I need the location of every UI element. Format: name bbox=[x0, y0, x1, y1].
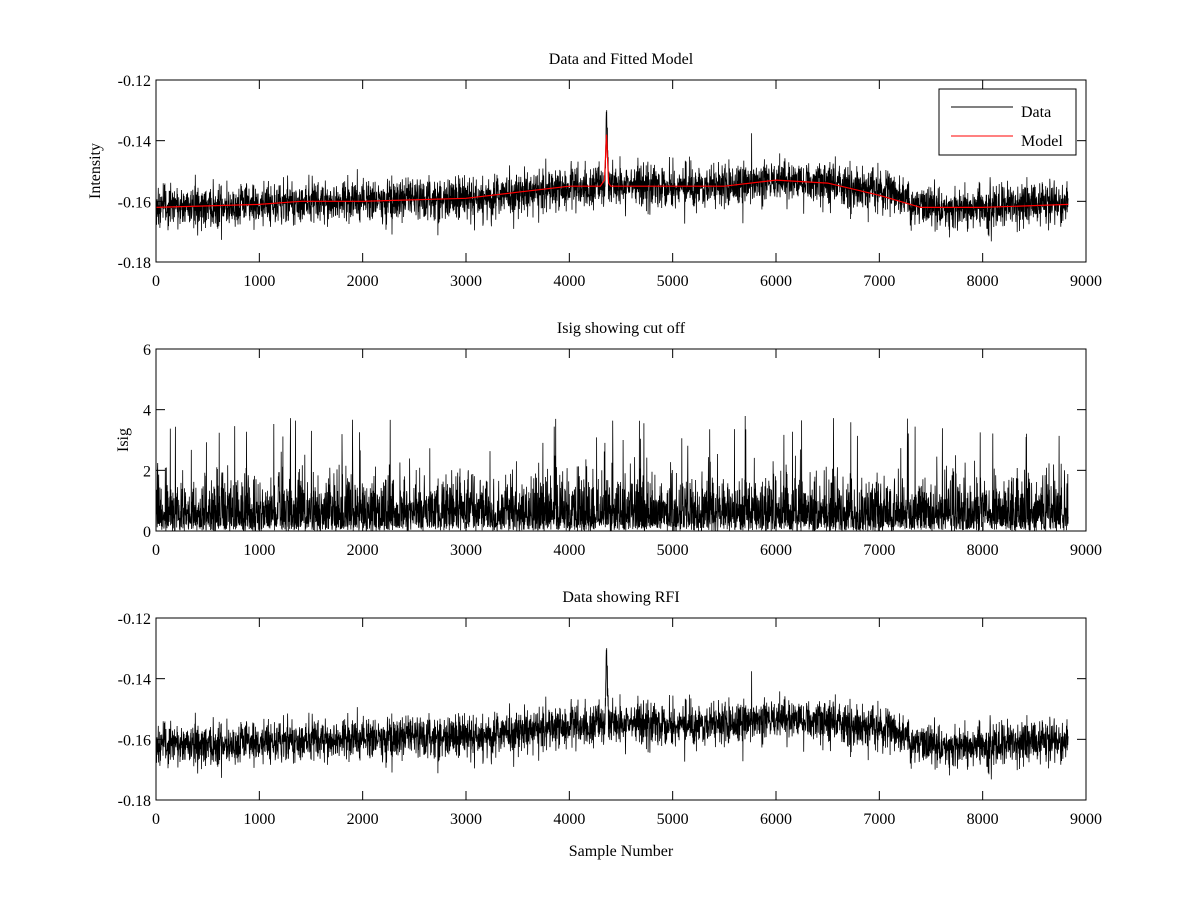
x-tick-label: 5000 bbox=[657, 542, 689, 559]
x-tick-label: 8000 bbox=[967, 811, 999, 828]
x-tick-label: 2000 bbox=[347, 811, 379, 828]
x-tick-label: 5000 bbox=[657, 273, 689, 290]
x-tick-label: 2000 bbox=[347, 273, 379, 290]
x-tick-label: 1000 bbox=[243, 273, 275, 290]
y-tick-label: 0 bbox=[143, 524, 151, 541]
series-line-isig bbox=[155, 415, 1069, 532]
x-tick-label: 8000 bbox=[967, 542, 999, 559]
x-tick-label: 3000 bbox=[450, 811, 482, 828]
y-tick-label: -0.14 bbox=[118, 134, 151, 151]
series-line-data bbox=[155, 110, 1069, 242]
axes-box bbox=[155, 617, 1087, 801]
y-tick-label: -0.14 bbox=[118, 672, 151, 689]
series-line-data bbox=[155, 648, 1069, 780]
x-tick-label: 1000 bbox=[243, 811, 275, 828]
axes-box bbox=[155, 79, 1087, 263]
x-tick-label: 9000 bbox=[1070, 273, 1102, 290]
y-tick-label: -0.16 bbox=[118, 194, 151, 211]
panel-isig: Isig showing cut off Isig 0 1000 2000 3000 4… bbox=[115, 320, 1102, 559]
y-axis-label: Isig bbox=[115, 428, 132, 452]
series-line-model bbox=[155, 134, 1069, 208]
x-tick-label: 4000 bbox=[553, 542, 585, 559]
x-tick-label: 3000 bbox=[450, 273, 482, 290]
chart-title: Data and Fitted Model bbox=[549, 51, 694, 68]
axes-box bbox=[155, 348, 1087, 532]
x-axis-label: Sample Number bbox=[569, 843, 674, 860]
panel-data-fitted-model: Data and Fitted Model Intensity 0 1000 200… bbox=[87, 51, 1102, 290]
legend-box bbox=[938, 88, 1077, 156]
y-tick-label: -0.12 bbox=[118, 73, 151, 90]
y-tick-label: 2 bbox=[143, 463, 151, 480]
x-tick-label: 4000 bbox=[553, 811, 585, 828]
x-tick-label: 1000 bbox=[243, 542, 275, 559]
chart-title: Isig showing cut off bbox=[557, 320, 686, 337]
x-tick-label: 0 bbox=[152, 273, 160, 290]
x-tick-label: 7000 bbox=[863, 811, 895, 828]
legend: Data Model bbox=[938, 88, 1077, 156]
y-axis-label: Intensity bbox=[87, 143, 104, 199]
y-tick-label: -0.16 bbox=[118, 732, 151, 749]
x-tick-label: 5000 bbox=[657, 811, 689, 828]
x-tick-label: 0 bbox=[152, 542, 160, 559]
x-tick-label: 3000 bbox=[450, 542, 482, 559]
x-tick-label: 8000 bbox=[967, 273, 999, 290]
x-tick-label: 2000 bbox=[347, 542, 379, 559]
y-tick-label: 6 bbox=[143, 342, 151, 359]
x-tick-label: 6000 bbox=[760, 542, 792, 559]
x-tick-label: 6000 bbox=[760, 273, 792, 290]
x-tick-label: 0 bbox=[152, 811, 160, 828]
y-tick-label: -0.18 bbox=[118, 793, 151, 810]
x-tick-label: 4000 bbox=[553, 273, 585, 290]
x-tick-label: 7000 bbox=[863, 273, 895, 290]
y-tick-label: -0.18 bbox=[118, 255, 151, 272]
legend-label-model: Model bbox=[1021, 133, 1063, 150]
y-tick-label: -0.12 bbox=[118, 611, 151, 628]
panel-data-rfi: Data showing RFI Sample Number 0 1000 2000… bbox=[118, 589, 1102, 860]
chart-title: Data showing RFI bbox=[562, 589, 679, 606]
x-tick-label: 9000 bbox=[1070, 542, 1102, 559]
x-tick-label: 6000 bbox=[760, 811, 792, 828]
y-tick-label: 4 bbox=[143, 403, 151, 420]
legend-label-data: Data bbox=[1021, 104, 1051, 121]
x-tick-label: 9000 bbox=[1070, 811, 1102, 828]
x-tick-label: 7000 bbox=[863, 542, 895, 559]
